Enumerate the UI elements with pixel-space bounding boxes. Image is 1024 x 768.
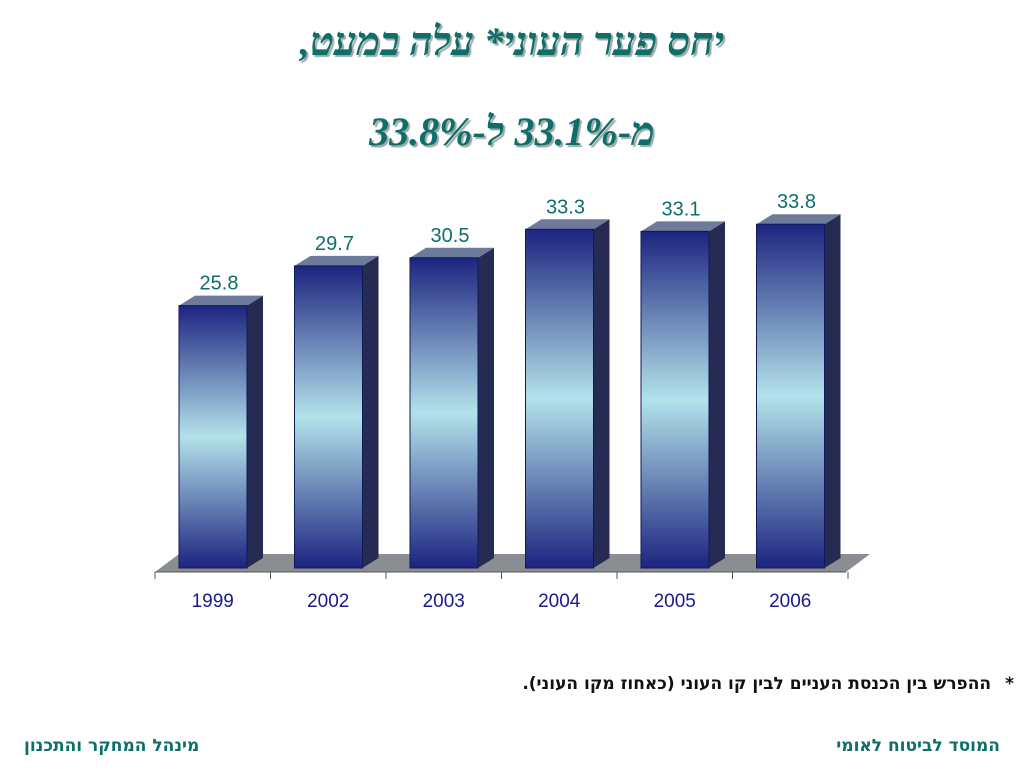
x-axis: 1999 2002 2003 2004 2005 2006 xyxy=(154,572,849,612)
value-label-2003: 30.5 xyxy=(431,225,470,247)
bar-2003 xyxy=(409,247,494,569)
value-label-2005: 33.1 xyxy=(662,198,701,220)
bar-front xyxy=(294,265,363,569)
value-label-2004: 33.3 xyxy=(546,196,585,218)
footnote-marker: * xyxy=(1005,674,1014,694)
bar-front xyxy=(640,230,710,569)
bar-side xyxy=(247,295,263,568)
bar-front xyxy=(409,257,479,569)
bar-chart: 25.8 29.7 30.5 33.3 33.1 33.8 1999 2002 2003 200… xyxy=(154,191,870,612)
chart-title-line2: מ-33.1% ל-33.8% xyxy=(369,109,655,154)
bar-2002 xyxy=(294,255,379,569)
bars-group xyxy=(178,214,841,569)
bar-2004 xyxy=(525,219,610,569)
bar-front xyxy=(178,305,248,569)
x-tick-label-1999: 1999 xyxy=(192,591,234,612)
value-label-1999: 25.8 xyxy=(200,273,239,295)
footnote-text: ההפרש בין הכנסת העניים לבין קו העוני (כא… xyxy=(522,674,992,694)
bar-side xyxy=(362,255,379,568)
value-label-2002: 29.7 xyxy=(315,233,354,255)
bar-side xyxy=(709,221,725,568)
footer-organization: המוסד לביטוח לאומי xyxy=(836,736,1000,756)
x-tick-label-2002: 2002 xyxy=(307,591,349,612)
bar-top xyxy=(641,221,725,232)
value-label-2006: 33.8 xyxy=(777,191,816,213)
bar-front xyxy=(756,223,825,569)
chart-title-line1: יחס פער העוני* עלה במעט, xyxy=(299,19,725,64)
bar-side xyxy=(824,214,841,568)
bar-2005 xyxy=(640,221,725,569)
value-labels-group: 25.8 29.7 30.5 33.3 33.1 33.8 xyxy=(200,191,816,294)
bar-1999 xyxy=(178,295,263,569)
bar-2006 xyxy=(756,214,841,569)
bar-top xyxy=(410,247,494,258)
x-tick-label-2006: 2006 xyxy=(769,591,811,612)
bar-top xyxy=(525,219,610,230)
bar-top xyxy=(756,214,841,225)
x-tick-label-2004: 2004 xyxy=(538,591,581,612)
footer-department: מינהל המחקר והתכנון xyxy=(24,736,200,756)
bar-top xyxy=(179,295,263,306)
bar-front xyxy=(525,228,594,569)
bar-side xyxy=(478,247,494,568)
x-tick-label-2003: 2003 xyxy=(423,591,465,612)
footnote: * ההפרש בין הכנסת העניים לבין קו העוני (כ… xyxy=(522,674,1014,694)
bar-side xyxy=(593,219,610,568)
bar-top xyxy=(294,255,379,266)
x-tick-label-2005: 2005 xyxy=(654,591,696,612)
